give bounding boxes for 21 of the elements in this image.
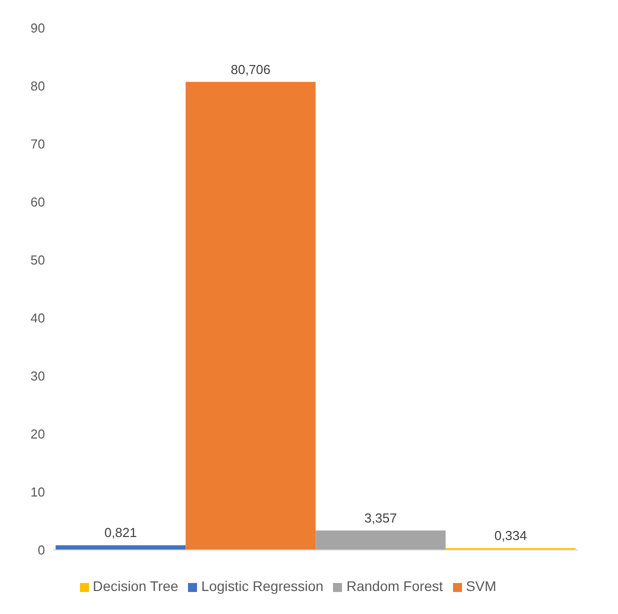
bar [316, 530, 446, 550]
bar [186, 82, 316, 550]
y-tick-label: 30 [30, 368, 45, 384]
y-tick-label: 90 [30, 20, 45, 36]
y-tick-label: 80 [30, 78, 45, 94]
y-tick-label: 20 [30, 426, 45, 442]
legend-label: Decision Tree [92, 578, 178, 594]
legend-label: SVM [466, 578, 496, 594]
data-label: 3,357 [364, 510, 397, 526]
data-label: 80,706 [230, 62, 271, 77]
y-tick-label: 60 [30, 194, 45, 210]
data-label: 0,821 [104, 525, 137, 540]
y-tick-label: 50 [30, 252, 45, 268]
bar [56, 545, 186, 550]
y-tick-label: 0 [38, 542, 45, 558]
y-tick-label: 10 [30, 484, 45, 500]
legend-label: Random Forest [346, 578, 443, 594]
data-label: 0,334 [494, 528, 527, 544]
legend-label: Logistic Regression [201, 578, 324, 594]
y-tick-label: 40 [30, 310, 45, 326]
y-tick-label: 70 [30, 136, 45, 152]
